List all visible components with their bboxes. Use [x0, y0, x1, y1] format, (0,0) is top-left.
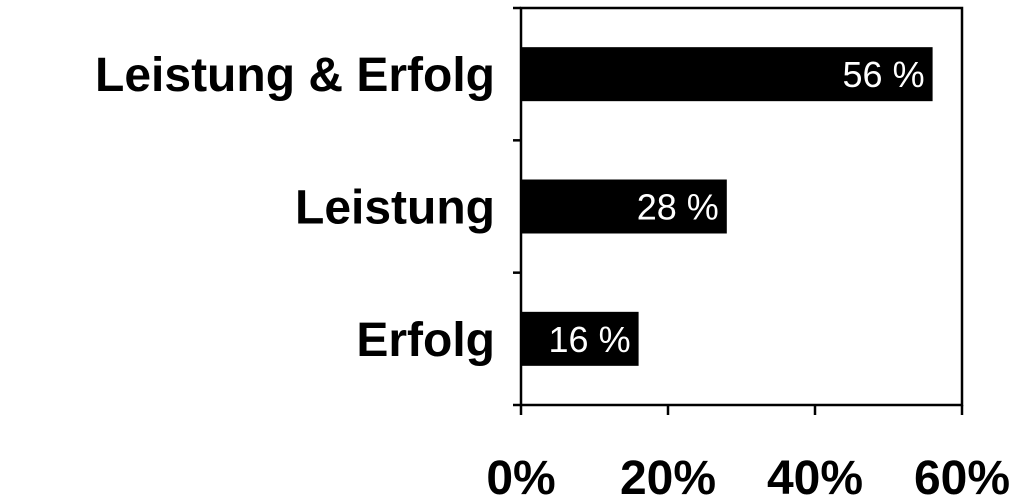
x-axis-ticks — [519, 405, 964, 415]
x-axis-tick-labels: 0% 20% 40% 60% — [486, 452, 1010, 502]
data-label: 16 % — [549, 319, 631, 360]
x-tick-label: 60% — [914, 452, 1010, 502]
category-label: Leistung & Erfolg — [95, 49, 495, 102]
x-tick-label: 0% — [486, 452, 555, 502]
data-label: 28 % — [637, 187, 719, 228]
bar — [521, 311, 639, 366]
bar — [521, 47, 933, 102]
data-labels: 56 % 28 % 16 % — [549, 54, 925, 360]
bar — [521, 179, 727, 234]
bars-group — [521, 47, 933, 366]
category-label: Leistung — [295, 182, 495, 235]
x-tick-label: 40% — [767, 452, 863, 502]
x-tick-label: 20% — [620, 452, 716, 502]
category-label: Erfolg — [356, 314, 495, 367]
data-label: 56 % — [843, 54, 925, 95]
category-labels: Leistung & Erfolg Leistung Erfolg — [95, 49, 495, 367]
